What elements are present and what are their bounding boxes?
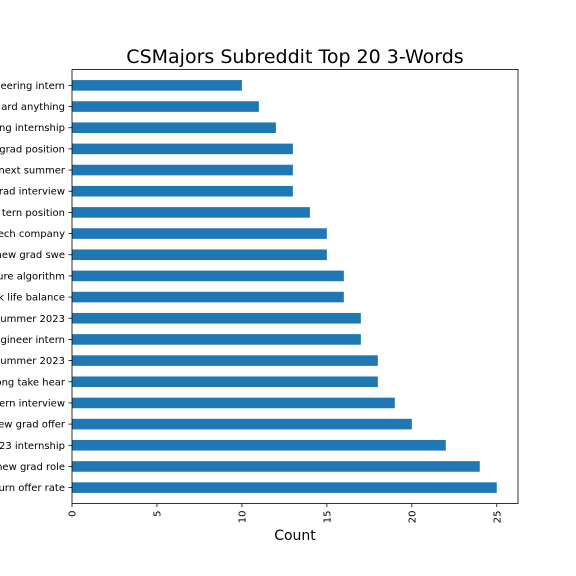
y-tick-label: grad position [0,144,65,155]
bar [72,334,361,345]
y-tick-label: 23 internship [0,441,65,452]
y-tick-label: ong take hear [0,377,66,388]
bar [72,101,259,112]
y-tick-label: next summer [0,166,66,177]
y-tick-label: new grad swe [0,250,65,261]
bar [72,355,378,366]
bar [72,228,327,239]
y-tick-label: ern interview [0,398,65,409]
x-ticks: 0 5 10 15 20 25 [68,503,503,524]
x-tick-label: 20 [407,511,418,524]
bar [72,249,327,261]
y-tick-label: ew grad offer [0,420,66,431]
y-tick-label: new grad role [0,462,65,473]
y-tick-label: ure algorithm [0,271,65,282]
bar [72,439,446,451]
bars-layer [72,80,497,493]
y-tick-label: ummer 2023 [0,314,65,325]
y-tick-label: tern position [2,208,65,219]
y-tick-label: k life balance [0,293,65,304]
bar [72,80,242,91]
bar [72,312,361,324]
bar [72,376,378,388]
y-tick-label: rad interview [0,187,65,198]
x-tick-label: 15 [322,511,333,524]
y-tick-label: ech company [0,229,65,240]
bar [72,207,310,218]
bar [72,164,293,176]
bar [72,397,395,409]
bar [72,461,480,472]
bar [72,185,293,197]
x-tick-label: 5 [152,511,163,517]
y-tick-label: ng internship [0,123,65,134]
bar [72,418,412,430]
y-tick-label: eering intern [0,81,65,92]
bar [72,143,293,155]
bar [72,291,344,303]
plot-frame [71,69,519,504]
x-tick-label: 0 [68,511,79,517]
y-tick-label: urn offer rate [0,483,65,494]
y-ticks: urn offer rate new grad role 23 internship… [0,81,72,494]
x-tick-label: 10 [237,511,248,524]
chart-title: CSMajors Subreddit Top 20 3-Words [126,46,463,68]
y-tick-label: ard anything [1,102,65,113]
x-axis-label: Count [274,528,316,544]
y-tick-label: ummer 2023 [0,356,65,367]
bar [72,122,276,134]
bar [72,482,497,493]
x-tick-label: 25 [492,511,503,524]
bar [72,270,344,282]
y-tick-label: gineer intern [0,335,65,346]
